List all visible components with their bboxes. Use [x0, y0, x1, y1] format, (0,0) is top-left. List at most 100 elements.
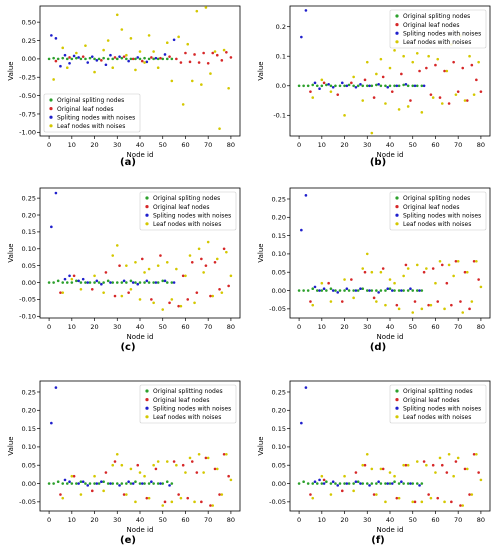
y-tick-label: 0.05 [272, 462, 286, 470]
data-point [134, 260, 137, 264]
data-point [370, 467, 374, 471]
data-point [393, 289, 396, 292]
data-point [415, 51, 419, 55]
series-original-leaf [309, 259, 480, 311]
data-point [361, 84, 365, 88]
data-point [318, 289, 321, 292]
data-point [379, 84, 383, 88]
data-point [390, 482, 394, 485]
legend-label: Leaf nodes with noises [403, 221, 471, 228]
data-point [365, 289, 369, 292]
data-point [443, 69, 446, 73]
legend-label: Original splitting nodes [153, 388, 223, 395]
y-tick-label: 0.10 [22, 443, 36, 451]
data-point [161, 308, 165, 311]
data-point [206, 61, 210, 65]
series-original-splitting [47, 279, 174, 284]
data-point [118, 484, 121, 487]
data-point [390, 289, 394, 292]
data-point [390, 90, 394, 93]
data-point [352, 489, 355, 493]
data-point [431, 463, 435, 467]
data-point [175, 267, 178, 271]
data-point [311, 83, 315, 87]
data-point [463, 270, 467, 274]
data-point [147, 267, 151, 271]
x-tick-label: 40 [386, 323, 394, 331]
data-point [206, 456, 210, 460]
data-point [320, 84, 324, 88]
data-point [143, 56, 146, 60]
series-original-splitting [47, 480, 174, 485]
legend-marker [395, 23, 399, 27]
x-tick-label: 30 [113, 516, 121, 524]
data-point [159, 482, 162, 485]
data-point [336, 93, 340, 96]
y-tick-label: 0.00 [272, 287, 286, 295]
data-point [334, 482, 337, 485]
data-point [418, 69, 421, 73]
data-point [127, 291, 130, 294]
data-point [443, 307, 446, 311]
panel-c: 0 10 20 30 40 50 60 70 80 -0.10 -0.05 0.00 0.05 0.10 0… [7, 187, 241, 353]
plot-area-e: 0 10 20 30 40 50 60 70 80 -0.05 0.00 0.05 0.10 0.15 0.… [7, 380, 241, 534]
data-point [409, 287, 412, 290]
data-point [352, 296, 355, 300]
data-point [461, 311, 465, 314]
data-point [315, 84, 319, 88]
legend-marker [145, 389, 149, 393]
data-point [202, 271, 205, 274]
data-point [156, 66, 160, 69]
y-tick-label: 0.15 [22, 228, 36, 236]
panel-b: 0 10 20 30 40 50 60 70 80 -0.1 0.0 0.1 0.2 Node id Val… [257, 5, 491, 168]
x-tick-label: 80 [227, 141, 235, 149]
x-tick-label: 40 [136, 141, 144, 149]
data-point [161, 279, 165, 283]
y-tick-label: 0.20 [22, 407, 36, 415]
data-point [411, 60, 415, 64]
y-axis-label: Value [257, 61, 265, 80]
data-point [420, 84, 424, 88]
y-tick-label: 0.20 [272, 407, 286, 415]
data-point [65, 281, 69, 284]
data-point [120, 463, 124, 467]
data-point [388, 66, 392, 70]
data-point [52, 281, 55, 284]
data-point [72, 54, 76, 58]
data-point [329, 84, 333, 88]
data-point [361, 267, 365, 270]
data-point [406, 289, 410, 292]
data-point [415, 482, 419, 485]
data-point [359, 287, 362, 290]
data-point [343, 289, 346, 292]
data-point [227, 284, 230, 288]
data-point [352, 75, 355, 79]
data-point [129, 288, 133, 291]
data-point [72, 474, 76, 478]
data-point [229, 478, 233, 482]
data-point [197, 61, 201, 64]
data-point [138, 482, 142, 485]
data-point [345, 84, 349, 88]
data-point [195, 9, 199, 13]
data-point [375, 493, 378, 496]
data-point [127, 480, 130, 483]
data-point [404, 83, 408, 86]
x-tick-label: 80 [477, 516, 485, 524]
data-point [70, 281, 74, 284]
data-point [372, 96, 376, 99]
data-point [395, 303, 399, 307]
data-point [93, 57, 96, 61]
plot-area-f: 0 10 20 30 40 50 60 70 80 -0.05 0.00 0.05 0.10 0.15 0.… [257, 380, 491, 534]
panel-caption-a: (a) [120, 157, 136, 168]
legend-label: Original leaf nodes [403, 204, 460, 211]
data-point [61, 56, 65, 60]
x-tick-label: 60 [431, 516, 439, 524]
data-point [134, 57, 137, 61]
data-point [188, 456, 192, 460]
data-point [406, 482, 410, 485]
legend-marker [49, 124, 53, 128]
data-point [343, 482, 346, 485]
data-point [136, 463, 140, 467]
data-point [465, 270, 469, 274]
